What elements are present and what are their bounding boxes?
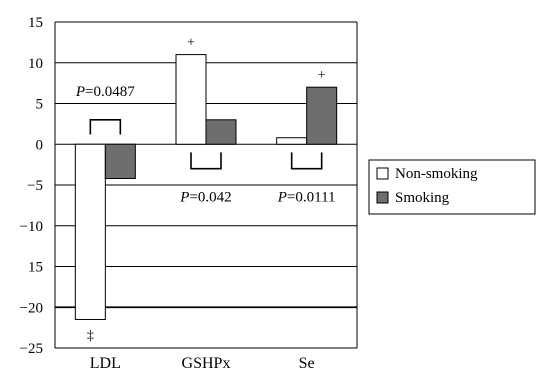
significance-marker: + xyxy=(187,36,195,51)
y-tick-label: 0 xyxy=(36,137,44,153)
y-tick-label: −5 xyxy=(27,178,43,194)
x-tick-label: GSHPx xyxy=(182,355,231,371)
bars xyxy=(74,54,338,320)
bar-non-smoking-gshpx xyxy=(175,54,207,145)
y-tick-labels: 15 10 5 0 −5 −10 15 −20 −25 xyxy=(20,15,43,357)
bar-smoking-gshpx xyxy=(205,119,237,145)
legend-label: Smoking xyxy=(395,190,450,206)
p-value-label: P=0.0487 xyxy=(75,84,135,100)
significance-bracket xyxy=(89,119,122,135)
annotations: P=0.0487 P=0.042 P=0.0111 + + ‡ xyxy=(75,36,336,344)
significance-brackets xyxy=(89,119,323,170)
legend-swatch xyxy=(376,191,389,204)
significance-bracket xyxy=(290,152,323,170)
y-tick-label: 5 xyxy=(36,97,44,113)
bar-smoking-ldl xyxy=(104,143,136,179)
significance-marker: + xyxy=(318,68,326,83)
x-tick-labels: LDL GSHPx Se xyxy=(90,355,315,371)
y-tick-label: 15 xyxy=(28,260,43,276)
significance-marker: ‡ xyxy=(87,328,94,343)
bar-non-smoking-ldl xyxy=(74,143,106,320)
legend-label: Non-smoking xyxy=(395,166,478,182)
y-tick-label: −10 xyxy=(20,219,43,235)
legend-box xyxy=(368,159,536,215)
p-value-label: P=0.0111 xyxy=(277,189,336,205)
legend-swatch xyxy=(376,167,389,180)
bar-smoking-se xyxy=(306,86,338,145)
bar-non-smoking-se xyxy=(276,137,308,145)
x-tick-label: LDL xyxy=(90,355,121,371)
x-tick-label: Se xyxy=(299,355,315,371)
y-tick-label: 10 xyxy=(28,56,43,72)
significance-bracket xyxy=(190,152,222,170)
y-tick-label: −25 xyxy=(20,341,43,357)
y-tick-label: 15 xyxy=(28,15,43,31)
p-value-label: P=0.042 xyxy=(179,189,231,205)
legend: Non-smoking Smoking xyxy=(368,159,536,215)
y-tick-label: −20 xyxy=(20,300,43,316)
